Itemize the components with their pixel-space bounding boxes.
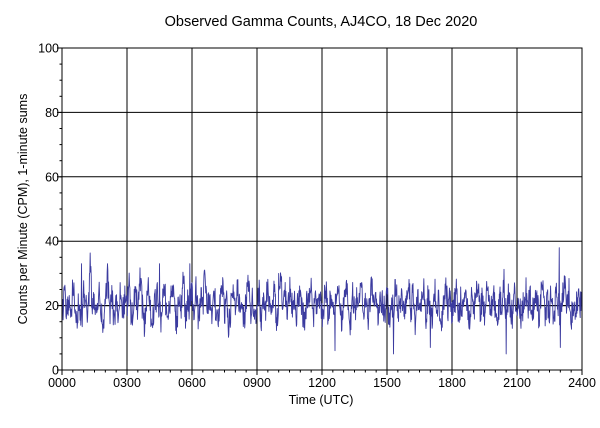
x-tick-label-4: 1200 bbox=[308, 376, 336, 390]
y-tick-label-1: 20 bbox=[45, 299, 59, 313]
x-tick-label-3: 0900 bbox=[243, 376, 271, 390]
x-tick-label-2: 0600 bbox=[178, 376, 206, 390]
y-tick-label-5: 100 bbox=[38, 42, 59, 56]
y-tick-label-4: 80 bbox=[45, 106, 59, 120]
x-axis-label: Time (UTC) bbox=[289, 393, 354, 407]
x-tick-label-8: 2400 bbox=[568, 376, 596, 390]
series-line bbox=[61, 247, 583, 355]
x-tick-label-0: 0000 bbox=[48, 376, 76, 390]
y-axis-label: Counts per Minute (CPM), 1-minute sums bbox=[16, 94, 30, 325]
x-tick-labels: 0000 0300 0600 0900 1200 1500 1800 2100 2400 bbox=[48, 376, 596, 390]
chart-title: Observed Gamma Counts, AJ4CO, 18 Dec 202… bbox=[165, 14, 478, 30]
x-tick-label-6: 1800 bbox=[438, 376, 466, 390]
y-tick-label-0: 0 bbox=[52, 364, 59, 378]
grid bbox=[62, 48, 582, 370]
x-tick-label-7: 2100 bbox=[503, 376, 531, 390]
axis-ticks bbox=[57, 47, 583, 375]
x-tick-label-5: 1500 bbox=[373, 376, 401, 390]
y-tick-labels: 0 20 40 60 80 100 bbox=[38, 42, 59, 378]
y-tick-label-2: 40 bbox=[45, 235, 59, 249]
y-tick-label-3: 60 bbox=[45, 170, 59, 184]
series-layer bbox=[61, 247, 583, 355]
x-tick-label-1: 0300 bbox=[113, 376, 141, 390]
